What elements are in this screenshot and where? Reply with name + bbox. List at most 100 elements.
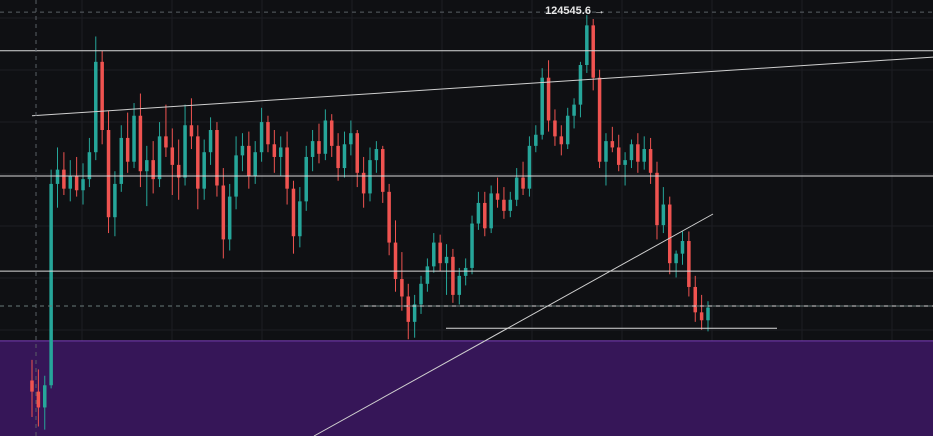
candle-body	[597, 77, 602, 162]
candle-body	[145, 160, 149, 172]
candle-body	[699, 312, 704, 321]
candle	[483, 191, 487, 237]
candle	[495, 177, 500, 208]
candle	[310, 130, 315, 172]
support-zone	[0, 340, 933, 436]
candle	[412, 294, 417, 338]
candle-body	[495, 193, 500, 200]
candle	[629, 139, 634, 169]
candle-body	[87, 152, 92, 180]
candle-body	[240, 145, 245, 156]
candle	[100, 50, 104, 145]
horizontal-levels	[0, 50, 933, 329]
candle-body	[629, 144, 634, 161]
candle-body	[572, 104, 576, 116]
candle	[661, 187, 666, 234]
candle	[164, 104, 168, 157]
candle	[342, 131, 347, 178]
candle	[457, 267, 462, 305]
candle	[687, 231, 691, 297]
candle-body	[648, 149, 653, 173]
candle	[247, 131, 251, 189]
candle-body	[106, 130, 111, 218]
candle	[208, 117, 213, 165]
candle-body	[674, 253, 678, 264]
candle	[253, 141, 257, 184]
candle	[278, 136, 283, 176]
candle-body	[425, 266, 430, 284]
candle	[336, 133, 340, 181]
candle-body	[170, 147, 175, 165]
candle	[43, 375, 47, 430]
candle	[68, 160, 73, 202]
candle	[463, 258, 468, 286]
candle-body	[304, 156, 308, 202]
candle-body	[585, 25, 589, 66]
peak-price-label: 124545.6 →	[545, 5, 605, 17]
candle-body	[157, 136, 162, 180]
candle	[36, 369, 41, 427]
candle	[623, 152, 627, 186]
candle-body	[374, 149, 379, 161]
candle-body	[43, 385, 47, 408]
candle-body	[489, 193, 493, 229]
candle	[585, 15, 589, 73]
candle	[406, 283, 411, 340]
candle	[642, 136, 646, 170]
candle	[215, 122, 219, 197]
candle-body	[355, 133, 359, 173]
candle	[508, 191, 513, 218]
candle	[317, 123, 321, 164]
upper-trendline	[31, 56, 933, 117]
candle	[329, 114, 334, 157]
candle-body	[623, 160, 627, 165]
candle	[62, 152, 66, 196]
candle	[125, 112, 130, 173]
candle-body	[336, 145, 340, 169]
candle	[272, 130, 277, 173]
candle-body	[323, 120, 328, 154]
candle-body	[400, 279, 404, 297]
candle-body	[113, 183, 117, 218]
candle	[400, 252, 404, 311]
candle-body	[36, 391, 41, 408]
candle-body	[349, 133, 353, 145]
candle-body	[591, 25, 595, 78]
candle-body	[285, 147, 289, 189]
candle-body	[310, 141, 315, 157]
candle	[374, 141, 379, 173]
purple-zone	[0, 340, 933, 436]
candle-body	[444, 256, 449, 264]
candle	[49, 169, 53, 389]
candle	[559, 125, 564, 156]
candle	[55, 147, 60, 208]
candle	[514, 168, 519, 207]
candle	[489, 185, 493, 234]
candle	[285, 131, 289, 205]
candle	[636, 133, 640, 173]
candle	[30, 359, 34, 417]
candle	[527, 136, 532, 197]
candle	[502, 187, 506, 219]
candle-body	[202, 152, 206, 189]
candle-body	[119, 137, 124, 184]
candle-body	[291, 188, 296, 237]
candle-body	[81, 179, 85, 191]
candle-body	[227, 196, 232, 240]
rising-trendline	[313, 213, 714, 436]
candle	[183, 104, 187, 186]
candle-body	[317, 141, 321, 154]
candle-body	[393, 242, 398, 280]
candle	[540, 68, 544, 140]
candle-body	[151, 160, 155, 180]
candle	[565, 107, 570, 150]
candle	[304, 145, 308, 211]
candle-body	[534, 134, 538, 146]
candle	[170, 128, 175, 196]
candle-body	[559, 136, 564, 145]
candle	[355, 130, 359, 188]
candle	[572, 98, 576, 129]
candle-body	[278, 147, 283, 157]
candle	[699, 294, 704, 330]
